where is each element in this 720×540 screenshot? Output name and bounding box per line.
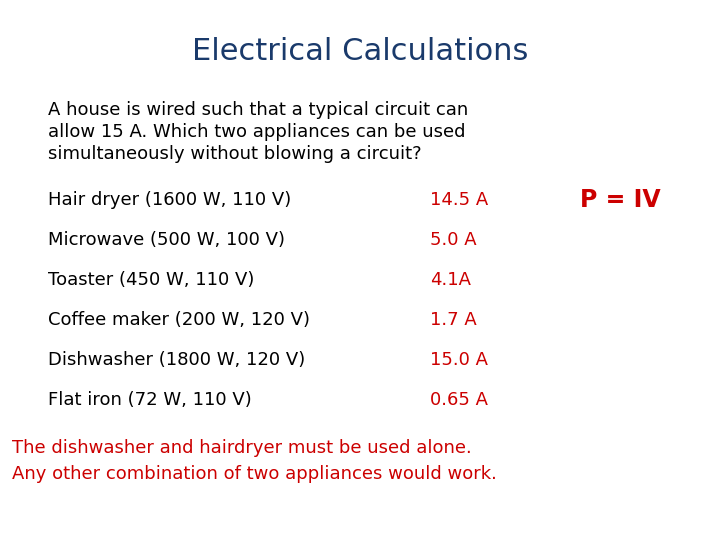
Text: Electrical Calculations: Electrical Calculations <box>192 37 528 66</box>
Text: 14.5 A: 14.5 A <box>430 191 488 209</box>
Text: 0.65 A: 0.65 A <box>430 391 488 409</box>
Text: Coffee maker (200 W, 120 V): Coffee maker (200 W, 120 V) <box>48 311 310 329</box>
Text: 1.7 A: 1.7 A <box>430 311 477 329</box>
Text: Dishwasher (1800 W, 120 V): Dishwasher (1800 W, 120 V) <box>48 351 305 369</box>
Text: 5.0 A: 5.0 A <box>430 231 477 249</box>
Text: Hair dryer (1600 W, 110 V): Hair dryer (1600 W, 110 V) <box>48 191 292 209</box>
Text: 15.0 A: 15.0 A <box>430 351 488 369</box>
Text: Microwave (500 W, 100 V): Microwave (500 W, 100 V) <box>48 231 285 249</box>
Text: A house is wired such that a typical circuit can: A house is wired such that a typical cir… <box>48 101 468 119</box>
Text: P = IV: P = IV <box>580 188 661 212</box>
Text: Flat iron (72 W, 110 V): Flat iron (72 W, 110 V) <box>48 391 252 409</box>
Text: 4.1A: 4.1A <box>430 271 471 289</box>
Text: Any other combination of two appliances would work.: Any other combination of two appliances … <box>12 465 497 483</box>
Text: allow 15 A. Which two appliances can be used: allow 15 A. Which two appliances can be … <box>48 123 466 141</box>
Text: simultaneously without blowing a circuit?: simultaneously without blowing a circuit… <box>48 145 422 163</box>
Text: The dishwasher and hairdryer must be used alone.: The dishwasher and hairdryer must be use… <box>12 439 472 457</box>
Text: Toaster (450 W, 110 V): Toaster (450 W, 110 V) <box>48 271 254 289</box>
